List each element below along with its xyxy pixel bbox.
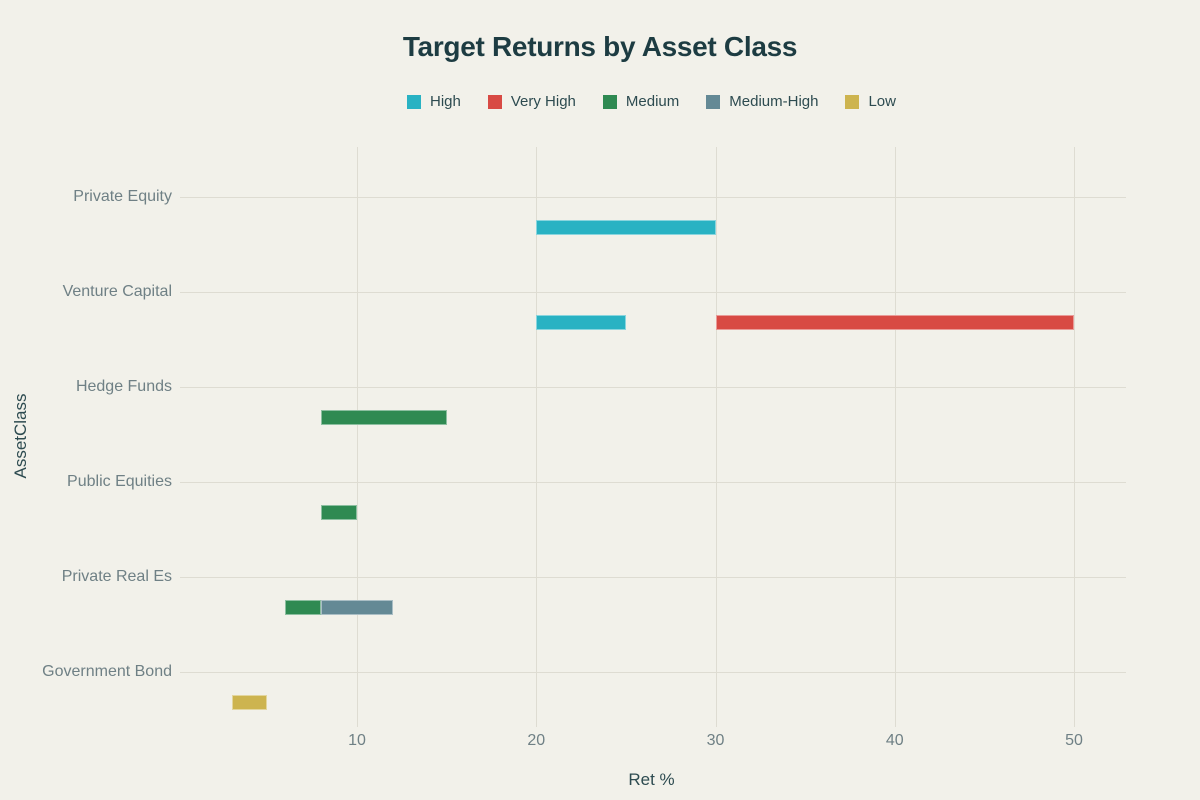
bar-segment-venture-capital-very-high[interactable]: [715, 315, 1074, 330]
horizontal-gridline: [180, 482, 1126, 483]
bar-segment-private-real-es-medium-high[interactable]: [321, 600, 393, 615]
bar-segment-private-real-es-medium[interactable]: [285, 600, 322, 615]
legend-label: Very High: [510, 93, 576, 110]
legend-label: Medium-High: [729, 93, 819, 110]
x-tick-label-40: 40: [885, 732, 904, 749]
chart-legend: High Very High Medium Medium-High Low: [177, 93, 1126, 110]
y-axis-label-government-bond: Government Bond: [42, 663, 172, 680]
x-tick-label-50: 50: [1065, 732, 1083, 749]
legend-label: Low: [868, 93, 896, 110]
y-axis-label-public-equities: Public Equities: [67, 473, 172, 490]
legend-item-high[interactable]: High: [407, 93, 461, 110]
bar-segment-venture-capital-high[interactable]: [536, 315, 626, 330]
horizontal-gridline: [180, 197, 1126, 198]
x-tick-label-10: 10: [348, 732, 366, 749]
legend-swatch-low: [845, 94, 860, 109]
bar-segment-hedge-funds-medium[interactable]: [321, 410, 447, 425]
vertical-gridline: [894, 147, 896, 727]
legend-item-low[interactable]: Low: [845, 93, 896, 110]
horizontal-gridline: [180, 387, 1126, 388]
x-tick-label-20: 20: [527, 732, 546, 749]
legend-item-very-high[interactable]: Very High: [487, 93, 576, 110]
x-tick-label-30: 30: [706, 732, 725, 749]
bar-segment-government-bond-low[interactable]: [231, 695, 268, 710]
legend-swatch-medium-high: [706, 94, 721, 109]
legend-swatch-very-high: [487, 94, 502, 109]
vertical-gridline: [715, 147, 717, 727]
y-axis-label-private-real-es: Private Real Es: [61, 568, 172, 585]
legend-swatch-high: [407, 94, 421, 109]
y-axis-label-hedge-funds: Hedge Funds: [75, 378, 172, 395]
legend-item-medium[interactable]: Medium: [602, 93, 680, 110]
bar-segment-private-equity-high[interactable]: [536, 220, 716, 235]
vertical-gridline: [536, 147, 538, 727]
legend-label: High: [430, 93, 461, 110]
y-axis-title: AssetClass: [11, 393, 30, 479]
chart-title: Target Returns by Asset Class: [402, 31, 798, 62]
y-axis-label-private-equity: Private Equity: [73, 188, 172, 205]
vertical-gridline: [357, 147, 358, 727]
y-axis-label-venture-capital: Venture Capital: [62, 283, 172, 300]
horizontal-gridline: [180, 577, 1126, 578]
legend-item-medium-high[interactable]: Medium-High: [706, 93, 818, 110]
x-axis-title: Ret %: [628, 770, 675, 789]
bar-segment-public-equities-medium[interactable]: [321, 505, 357, 520]
legend-label: Medium: [625, 93, 680, 110]
horizontal-gridline: [180, 672, 1126, 673]
legend-swatch-medium: [602, 94, 617, 109]
vertical-gridline: [1074, 147, 1075, 727]
horizontal-gridline: [180, 292, 1126, 293]
